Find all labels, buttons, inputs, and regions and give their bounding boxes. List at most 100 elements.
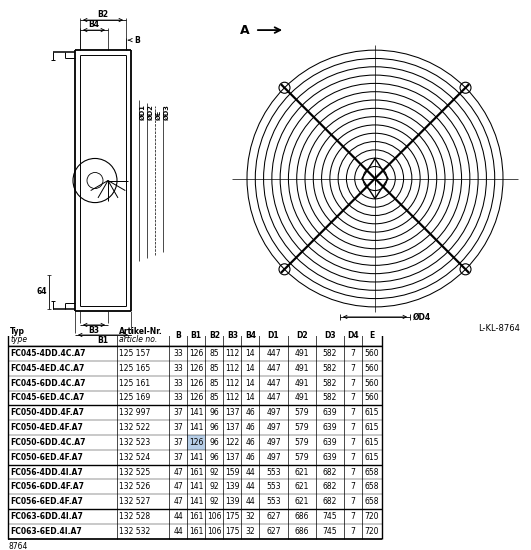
Text: 553: 553 bbox=[266, 497, 281, 506]
Text: 7: 7 bbox=[350, 468, 355, 477]
Text: 497: 497 bbox=[266, 423, 281, 432]
Text: 37: 37 bbox=[173, 438, 183, 447]
Text: 497: 497 bbox=[266, 453, 281, 462]
Text: 720: 720 bbox=[365, 527, 379, 536]
Text: 112: 112 bbox=[225, 349, 239, 358]
Text: 161: 161 bbox=[189, 527, 203, 536]
Text: 126: 126 bbox=[189, 364, 203, 373]
Text: 137: 137 bbox=[225, 453, 239, 462]
Text: D4: D4 bbox=[347, 331, 359, 340]
Text: B: B bbox=[134, 36, 140, 45]
Text: 132 524: 132 524 bbox=[119, 453, 150, 462]
Text: 497: 497 bbox=[266, 438, 281, 447]
Text: B1: B1 bbox=[98, 336, 108, 345]
Text: 33: 33 bbox=[173, 393, 183, 403]
Text: B4: B4 bbox=[89, 20, 99, 29]
Text: 159: 159 bbox=[225, 468, 239, 477]
Text: FC045-6DD.4C.A7: FC045-6DD.4C.A7 bbox=[10, 378, 86, 388]
Text: 161: 161 bbox=[189, 512, 203, 521]
Text: 139: 139 bbox=[225, 482, 239, 491]
Text: 14: 14 bbox=[246, 349, 255, 358]
Text: 560: 560 bbox=[365, 393, 379, 403]
Text: Artikel-Nr.: Artikel-Nr. bbox=[119, 327, 162, 336]
Text: FC063-6DD.4I.A7: FC063-6DD.4I.A7 bbox=[10, 512, 83, 521]
Text: 579: 579 bbox=[294, 423, 309, 432]
Text: 491: 491 bbox=[294, 364, 309, 373]
Text: 132 532: 132 532 bbox=[119, 527, 150, 536]
Text: 658: 658 bbox=[365, 468, 379, 477]
Text: article no.: article no. bbox=[119, 336, 157, 344]
Text: 175: 175 bbox=[225, 512, 239, 521]
Text: 141: 141 bbox=[189, 423, 203, 432]
Text: B1: B1 bbox=[191, 331, 202, 340]
Text: 141: 141 bbox=[189, 453, 203, 462]
Text: ØD3: ØD3 bbox=[164, 104, 170, 120]
Text: 32: 32 bbox=[246, 512, 255, 521]
Text: 582: 582 bbox=[323, 393, 337, 403]
Text: D2: D2 bbox=[296, 331, 307, 340]
Text: 175: 175 bbox=[225, 527, 239, 536]
Text: 44: 44 bbox=[245, 482, 255, 491]
Text: B2: B2 bbox=[98, 10, 108, 19]
Text: 112: 112 bbox=[225, 393, 239, 403]
Text: 745: 745 bbox=[322, 527, 337, 536]
Text: 627: 627 bbox=[266, 527, 281, 536]
Text: FC056-6ED.4F.A7: FC056-6ED.4F.A7 bbox=[10, 497, 83, 506]
Text: 85: 85 bbox=[209, 349, 219, 358]
Text: FC056-4DD.4I.A7: FC056-4DD.4I.A7 bbox=[10, 468, 83, 477]
Text: 582: 582 bbox=[323, 378, 337, 388]
Text: 491: 491 bbox=[294, 349, 309, 358]
Text: 497: 497 bbox=[266, 408, 281, 417]
Text: 579: 579 bbox=[294, 438, 309, 447]
Text: 8764: 8764 bbox=[8, 542, 28, 550]
Text: ØD1: ØD1 bbox=[140, 104, 146, 120]
Text: 106: 106 bbox=[207, 527, 221, 536]
Text: 46: 46 bbox=[245, 453, 255, 462]
Text: A: A bbox=[241, 24, 250, 37]
Text: 126: 126 bbox=[189, 378, 203, 388]
Text: 96: 96 bbox=[209, 453, 219, 462]
Text: 92: 92 bbox=[209, 482, 219, 491]
Text: E: E bbox=[370, 331, 375, 340]
Text: 96: 96 bbox=[209, 438, 219, 447]
Text: 615: 615 bbox=[365, 408, 379, 417]
Text: ØD4: ØD4 bbox=[413, 312, 431, 321]
Text: 14: 14 bbox=[246, 393, 255, 403]
Text: 720: 720 bbox=[365, 512, 379, 521]
Text: 621: 621 bbox=[295, 468, 309, 477]
Text: 639: 639 bbox=[322, 423, 337, 432]
Text: ØD2: ØD2 bbox=[148, 104, 154, 120]
Text: 46: 46 bbox=[245, 408, 255, 417]
Text: 96: 96 bbox=[209, 408, 219, 417]
Text: 44: 44 bbox=[245, 497, 255, 506]
Text: 47: 47 bbox=[173, 482, 183, 491]
Text: 132 523: 132 523 bbox=[119, 438, 150, 447]
Text: 137: 137 bbox=[225, 423, 239, 432]
Text: 7: 7 bbox=[350, 482, 355, 491]
Text: FC050-4DD.4F.A7: FC050-4DD.4F.A7 bbox=[10, 408, 84, 417]
Text: FC050-6ED.4F.A7: FC050-6ED.4F.A7 bbox=[10, 453, 83, 462]
Text: FC063-6ED.4I.A7: FC063-6ED.4I.A7 bbox=[10, 527, 82, 536]
Text: 47: 47 bbox=[173, 497, 183, 506]
Text: 47: 47 bbox=[173, 468, 183, 477]
Text: 46: 46 bbox=[245, 423, 255, 432]
Text: 32: 32 bbox=[246, 527, 255, 536]
Text: 658: 658 bbox=[365, 497, 379, 506]
Text: 682: 682 bbox=[323, 468, 337, 477]
Text: 37: 37 bbox=[173, 408, 183, 417]
Text: 122: 122 bbox=[225, 438, 239, 447]
Text: 553: 553 bbox=[266, 482, 281, 491]
Text: 615: 615 bbox=[365, 453, 379, 462]
Text: 491: 491 bbox=[294, 393, 309, 403]
Text: 161: 161 bbox=[189, 468, 203, 477]
Text: B2: B2 bbox=[209, 331, 220, 340]
Text: 7: 7 bbox=[350, 497, 355, 506]
Text: 132 525: 132 525 bbox=[119, 468, 150, 477]
Text: 639: 639 bbox=[322, 438, 337, 447]
Text: 627: 627 bbox=[266, 512, 281, 521]
Text: 125 169: 125 169 bbox=[119, 393, 150, 403]
Text: FC045-4ED.4C.A7: FC045-4ED.4C.A7 bbox=[10, 364, 84, 373]
Text: 37: 37 bbox=[173, 453, 183, 462]
Text: 141: 141 bbox=[189, 497, 203, 506]
Text: 621: 621 bbox=[295, 497, 309, 506]
